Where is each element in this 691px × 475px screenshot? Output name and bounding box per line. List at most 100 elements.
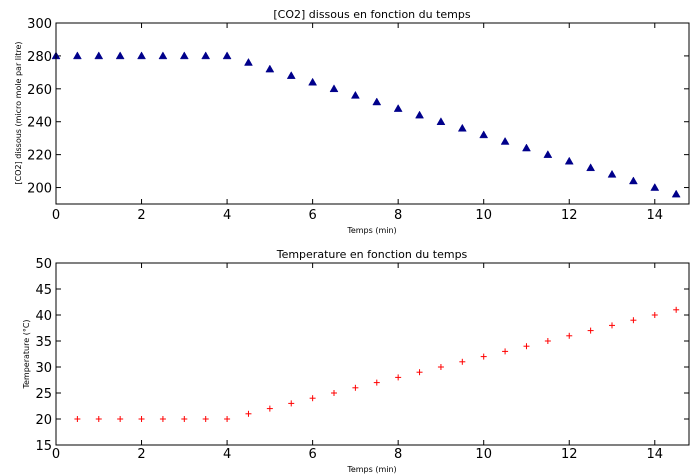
- temperature-plot-ytick-label: 50: [35, 257, 52, 272]
- co2-plot-point: [500, 136, 510, 145]
- temperature-plot-point: [181, 416, 188, 422]
- temperature-plot-point: [416, 369, 423, 376]
- temperature-plot-xtick-label: 2: [137, 447, 145, 462]
- temperature-plot-ytick-label: 35: [35, 335, 52, 350]
- co2-plot-point: [244, 57, 253, 66]
- temperature-plot-point: [651, 312, 658, 318]
- co2-plot-point: [201, 51, 211, 60]
- temperature-plot-xtick-label: 14: [647, 447, 664, 462]
- co2-plot-point: [522, 143, 531, 152]
- temperature-plot-point: [502, 348, 509, 355]
- temperature-plot-ylabel: Temperature (°C): [22, 319, 31, 389]
- co2-plot-point: [158, 51, 168, 60]
- temperature-plot-point: [352, 384, 359, 391]
- co2-plot-point: [115, 51, 125, 60]
- temperature-plot-point: [395, 374, 402, 381]
- temperature-plot-title: Temperature en fonction du temps: [276, 248, 468, 261]
- co2-plot-ytick-label: 280: [27, 50, 52, 65]
- co2-plot-point: [564, 156, 574, 165]
- temperature-plot-point: [544, 338, 551, 344]
- co2-plot-ytick-label: 240: [27, 116, 52, 131]
- temperature-plot-point: [95, 416, 102, 422]
- co2-plot-xticks: 0 2 4 6 8 10 12 14: [52, 23, 663, 223]
- co2-plot-point: [265, 64, 275, 73]
- co2-plot-point: [308, 77, 318, 86]
- co2-plot-ytick-label: 260: [27, 83, 52, 98]
- co2-plot-point: [72, 51, 82, 60]
- temperature-plot-point: [630, 317, 637, 324]
- co2-plot-point: [543, 150, 553, 158]
- temperature-plot-point: [138, 416, 145, 422]
- temperature-plot-xtick-label: 12: [561, 447, 578, 462]
- temperature-plot-ytick-label: 30: [35, 361, 52, 376]
- temperature-plot-ytick-label: 40: [35, 309, 52, 324]
- temperature-plot: Temperature en fonction du temps Temps (…: [22, 248, 690, 474]
- temperature-plot-point: [331, 390, 338, 396]
- temperature-plot-xtick-label: 0: [52, 447, 60, 462]
- temperature-plot-ytick-label: 15: [35, 439, 52, 454]
- temperature-plot-point: [266, 405, 273, 412]
- temperature-plot-ytick-label: 45: [35, 283, 52, 298]
- temperature-plot-point: [609, 322, 616, 329]
- co2-plot-points: [51, 51, 681, 198]
- co2-plot-point: [628, 176, 638, 185]
- temperature-plot-point: [373, 379, 380, 386]
- co2-plot-xtick-label: 4: [223, 208, 231, 223]
- co2-plot-ylabel: [CO2] dissous (micro mole par litre): [14, 41, 23, 184]
- co2-plot-xtick-label: 0: [52, 208, 60, 223]
- temperature-plot-point: [74, 416, 81, 422]
- co2-plot-xtick-label: 6: [308, 208, 316, 223]
- co2-plot-xtick-label: 2: [137, 208, 145, 223]
- temperature-plot-point: [288, 400, 295, 407]
- co2-plot-point: [415, 110, 424, 119]
- co2-plot-point: [286, 71, 296, 79]
- temperature-plot-point: [224, 416, 231, 422]
- co2-plot-point: [671, 189, 681, 198]
- co2-plot-xtick-label: 8: [394, 208, 402, 223]
- temperature-plot-xtick-label: 4: [223, 447, 231, 462]
- co2-plot-point: [329, 84, 339, 93]
- co2-plot: [CO2] dissous en fonction du temps Temps…: [14, 8, 690, 235]
- co2-plot-point: [393, 104, 403, 112]
- temperature-plot-point: [437, 364, 444, 370]
- temperature-plot-point: [309, 395, 316, 402]
- temperature-plot-point: [480, 353, 487, 360]
- co2-plot-xlabel: Temps (min): [346, 226, 396, 235]
- temperature-plot-ytick-label: 20: [35, 413, 52, 428]
- co2-plot-xtick-label: 10: [475, 208, 492, 223]
- co2-plot-point: [479, 130, 489, 139]
- temperature-plot-xlabel: Temps (min): [346, 465, 396, 474]
- temperature-plot-point: [117, 416, 124, 422]
- co2-plot-title: [CO2] dissous en fonction du temps: [273, 8, 471, 21]
- temperature-plot-xtick-label: 8: [394, 447, 402, 462]
- co2-plot-ytick-label: 300: [27, 17, 52, 32]
- co2-plot-point: [350, 90, 360, 99]
- co2-plot-frame: [55, 22, 690, 205]
- co2-plot-point: [222, 51, 232, 60]
- temperature-plot-xtick-label: 10: [475, 447, 492, 462]
- temperature-plot-point: [245, 410, 252, 417]
- temperature-plot-yticks: 15 20 25 30 35 40 45 50: [35, 257, 689, 454]
- co2-plot-point: [650, 183, 660, 191]
- co2-plot-point: [457, 123, 467, 132]
- co2-plot-xtick-label: 14: [647, 208, 664, 223]
- co2-plot-point: [436, 117, 446, 125]
- co2-plot-point: [94, 51, 104, 60]
- temperature-plot-point: [159, 416, 166, 422]
- temperature-plot-point: [587, 327, 594, 334]
- co2-plot-point: [372, 97, 382, 106]
- co2-plot-point: [137, 51, 146, 60]
- temperature-plot-frame: [55, 262, 690, 446]
- co2-plot-point: [179, 51, 189, 60]
- temperature-plot-point: [202, 416, 209, 422]
- co2-plot-yticks: 200 220 240 260 280 300: [27, 17, 689, 197]
- temperature-plot-point: [459, 358, 466, 365]
- co2-plot-ytick-label: 200: [27, 182, 52, 197]
- temperature-plot-xtick-label: 6: [308, 447, 316, 462]
- temperature-plot-ytick-label: 25: [35, 387, 52, 402]
- temperature-plot-point: [673, 306, 680, 313]
- temperature-plot-point: [523, 343, 530, 350]
- temperature-plot-xticks: 0 2 4 6 8 10 12 14: [52, 263, 663, 462]
- co2-plot-xtick-label: 12: [561, 208, 578, 223]
